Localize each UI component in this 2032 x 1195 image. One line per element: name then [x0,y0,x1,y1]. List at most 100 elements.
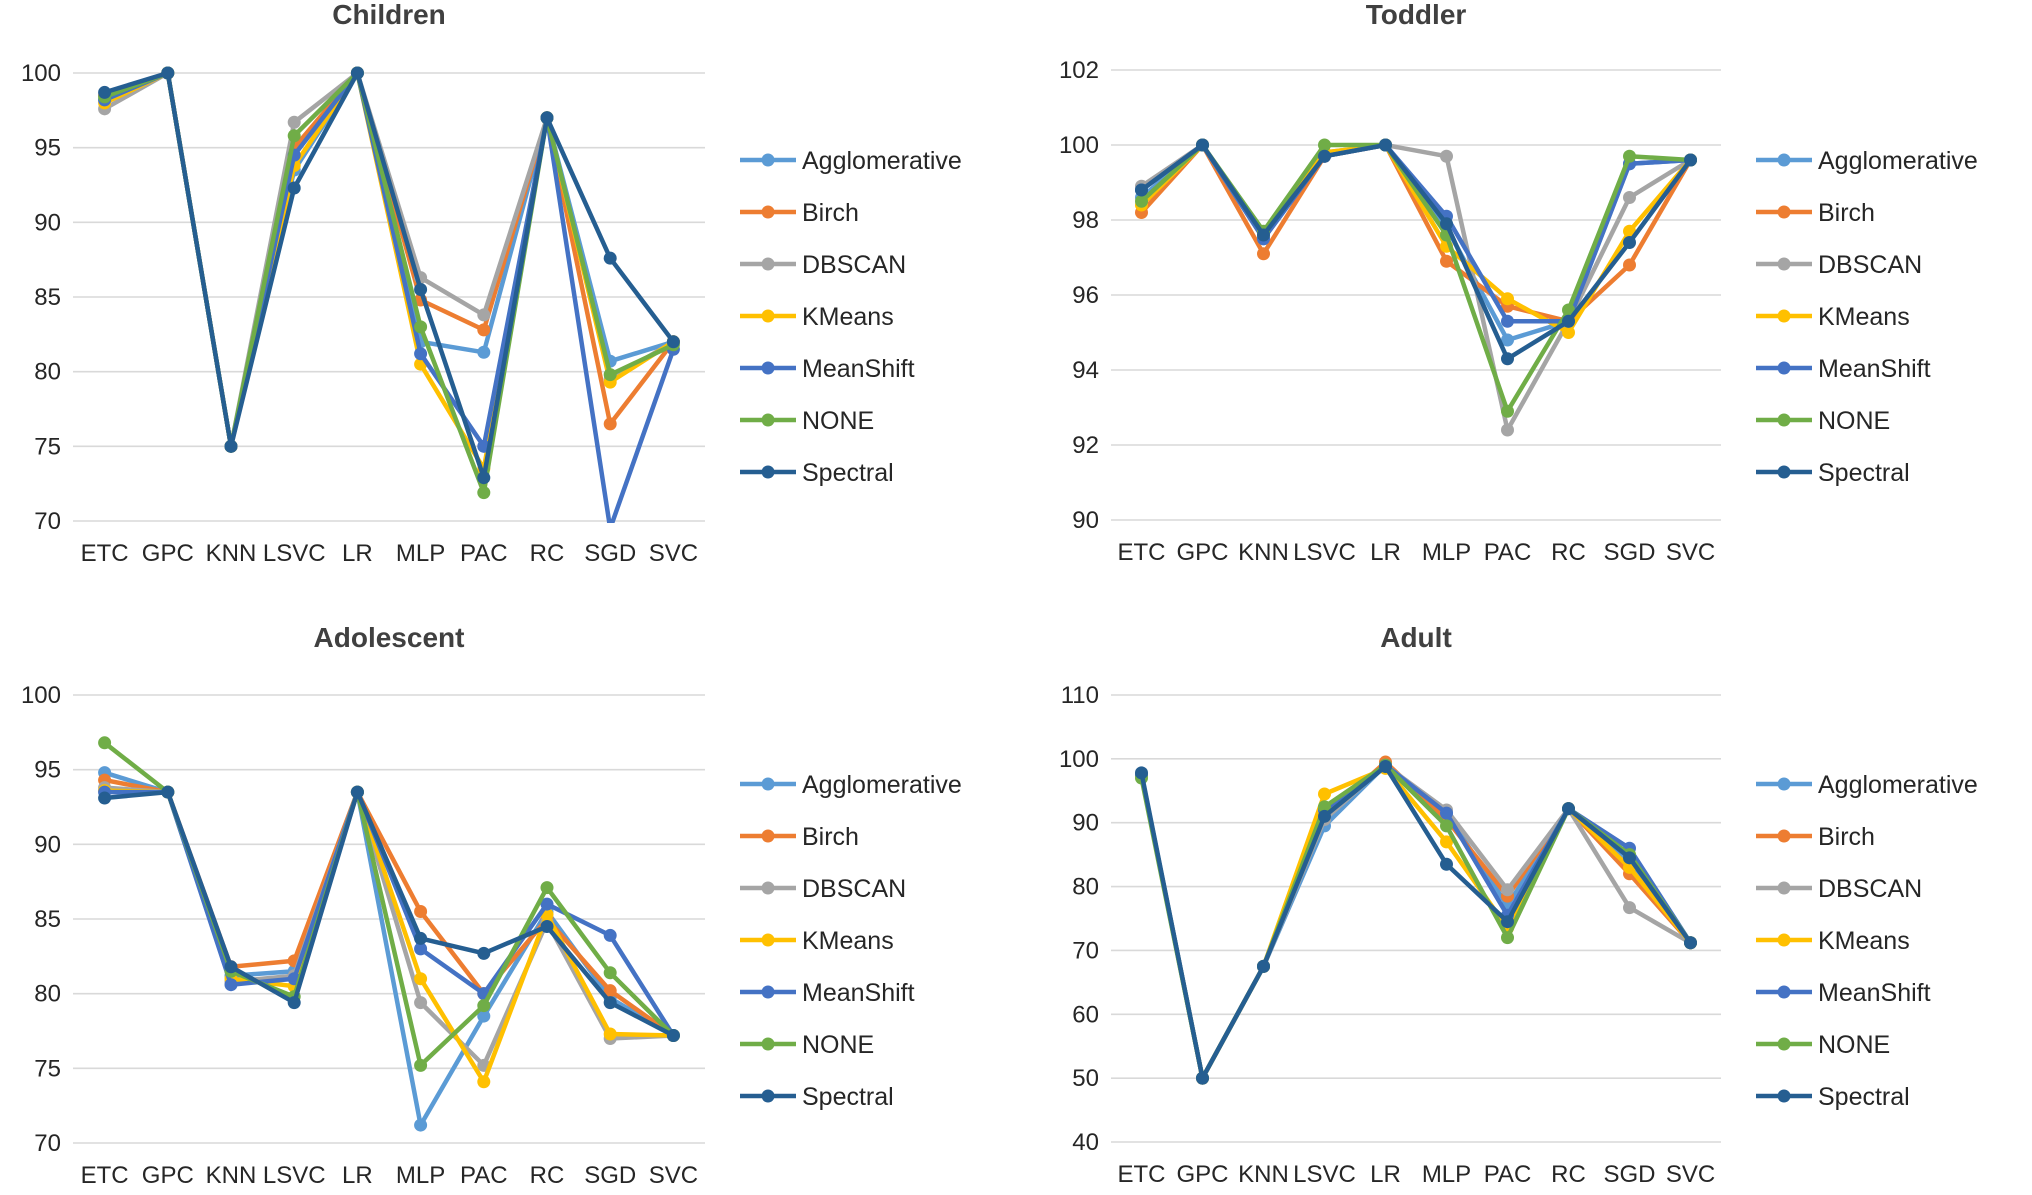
series-line-spectral [1139,142,1693,362]
y-tick-label: 94 [1072,357,1099,384]
y-tick-label: 95 [34,757,61,784]
data-point-spectral [224,439,238,453]
data-point-spectral [1440,857,1453,871]
legend-swatch-marker [761,1089,775,1103]
x-tick-label: LR [1370,1161,1401,1188]
data-point-spectral [477,946,491,960]
x-tick-label: LR [342,1162,373,1189]
x-tick-label: PAC [460,540,508,567]
data-point-spectral [98,791,112,805]
x-tick-label: ETC [1118,539,1166,566]
plot-area [1135,138,1697,437]
data-point-spectral [98,85,112,99]
x-tick-label: RC [530,540,565,567]
x-tick-label: MLP [1422,1161,1471,1188]
data-point-spectral [224,960,238,974]
data-point-birch [477,323,491,337]
y-tick-label: 50 [1072,1065,1099,1092]
x-tick-label: KNN [206,1162,257,1189]
legend-swatch-marker [1777,985,1791,999]
x-tick-label: MLP [396,540,445,567]
y-tick-label: 75 [34,433,61,460]
data-point-spectral [1684,153,1697,167]
x-tick-label: LSVC [263,1162,326,1189]
y-tick-label: 75 [34,1055,61,1082]
data-point-spectral [1501,352,1514,366]
data-point-none [1318,138,1331,152]
data-point-spectral [540,919,554,933]
data-point-birch [603,417,617,431]
data-point-spectral [1684,936,1697,950]
data-point-kmeans [477,1075,491,1089]
data-point-dbscan [1623,901,1636,915]
x-tick-label: RC [530,1162,565,1189]
chart-title: Adolescent [314,622,465,653]
x-tick-label: SVC [1666,1161,1715,1188]
legend-swatch-marker [1777,465,1791,479]
data-point-dbscan [477,308,491,322]
data-point-kmeans [1318,787,1331,801]
data-point-spectral [414,931,428,945]
data-point-spectral [1379,138,1392,152]
legend-label: Spectral [802,1083,894,1111]
data-point-spectral [1318,149,1331,163]
legend-swatch-marker [1777,257,1791,271]
chart-adolescent: Adolescent 70 75 80 85 90 95 100 ETC GPC KNN LSVC LR… [21,622,962,1189]
data-point-spectral [414,283,428,297]
legend-swatch-marker [761,933,775,947]
data-point-spectral [1379,760,1392,774]
data-point-dbscan [1501,423,1514,437]
y-tick-label: 100 [21,682,61,709]
y-tick-label: 70 [34,508,61,535]
series-line-spectral [102,70,676,480]
data-point-meanshift [603,928,617,942]
legend-swatch-marker [1777,881,1791,895]
data-point-dbscan [1623,191,1636,204]
data-point-kmeans [1501,292,1514,306]
x-tick-label: RC [1551,539,1586,566]
data-point-birch [1623,258,1636,272]
data-point-none [477,486,491,500]
data-point-dbscan [414,996,428,1010]
data-point-kmeans [1562,326,1575,339]
data-point-spectral [161,785,175,799]
data-point-spectral [1623,236,1636,249]
x-tick-label: GPC [1176,1161,1228,1188]
legend-label: Birch [802,823,859,851]
y-tick-label: 110 [1061,682,1099,709]
y-tick-label: 100 [1059,746,1099,773]
series-line-agglomerative [102,770,676,1128]
data-point-spectral [1196,138,1209,152]
data-point-spectral [540,111,554,125]
plot-area [1135,755,1697,1085]
chart-toddler: Toddler 90 92 94 96 98 100 102 ETC GPC KNN LSVC LR ML… [1059,0,1978,566]
data-point-spectral [477,471,491,485]
legend-swatch-marker [761,361,775,375]
y-tick-label: 80 [34,981,61,1008]
x-tick-label: SGD [584,1162,636,1189]
x-tick-label: PAC [1484,539,1532,566]
legend-label: MeanShift [802,979,915,1007]
chart-title: Children [332,0,446,30]
legend-label: DBSCAN [1818,875,1922,903]
data-point-dbscan [287,115,301,129]
x-tick-label: SGD [584,540,636,567]
x-tick-label: LSVC [1293,539,1356,566]
data-point-none [603,368,617,382]
legend-label: Birch [1818,199,1875,227]
x-tick-label: MLP [396,1162,445,1189]
legend-label: KMeans [1818,303,1910,331]
legend-swatch-marker [761,829,775,843]
data-point-spectral [1135,183,1148,197]
y-tick-label: 90 [34,831,61,858]
x-tick-label: ETC [81,1162,129,1189]
data-point-spectral [287,996,301,1010]
data-point-none [287,129,301,143]
data-point-spectral [1257,228,1270,242]
y-tick-label: 90 [1072,810,1099,837]
data-point-meanshift [1440,806,1453,820]
legend-swatch-marker [761,257,775,271]
data-point-kmeans [603,1027,617,1041]
y-tick-label: 70 [1072,937,1099,964]
data-point-meanshift [414,347,428,361]
